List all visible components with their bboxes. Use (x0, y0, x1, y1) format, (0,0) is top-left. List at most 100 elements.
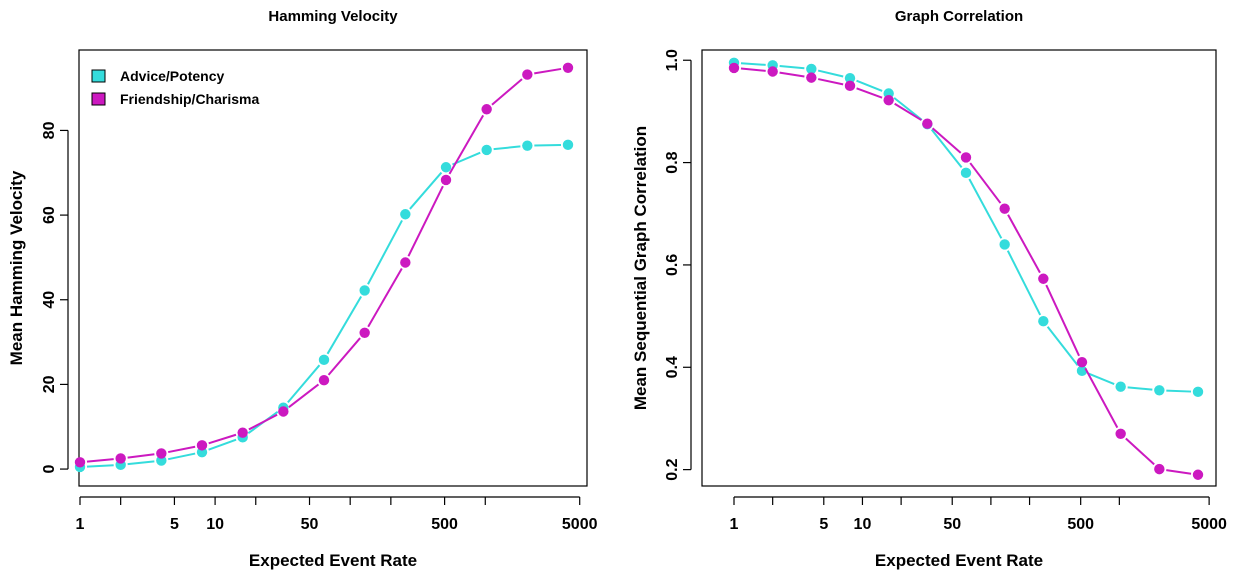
series-line-segment (930, 129, 963, 168)
series-friendship-charisma (728, 62, 1204, 480)
series-line-segment (817, 69, 844, 78)
series-line-segment (779, 71, 805, 78)
data-point (318, 374, 330, 386)
series-line-segment (367, 219, 403, 285)
data-point (481, 104, 492, 115)
data-point (196, 440, 208, 451)
chart-title: Hamming Velocity (268, 8, 398, 25)
data-point (237, 427, 248, 438)
x-axis: 1 5 10 50 500 5000 (76, 496, 598, 533)
series-line-segment (1045, 284, 1080, 357)
legend-label: Friendship/Charisma (120, 91, 259, 107)
data-point (1154, 463, 1165, 475)
data-point (1115, 381, 1126, 392)
data-point (318, 354, 330, 366)
chart-title: Graph Correlation (895, 8, 1023, 25)
x-tick-label: 500 (431, 516, 458, 533)
x-tick-label: 5000 (562, 516, 598, 533)
series-line-segment (208, 438, 237, 451)
series-line-segment (1125, 437, 1155, 466)
plot-frame (78, 49, 588, 487)
data-point (1076, 356, 1088, 368)
x-tick-label: 500 (1067, 516, 1094, 533)
data-point (960, 167, 972, 179)
data-point (960, 152, 972, 163)
series-line-segment (740, 62, 766, 66)
x-tick-label: 1 (730, 516, 739, 533)
series-line-segment (856, 79, 883, 92)
data-point (883, 94, 894, 106)
series-line-segment (409, 171, 443, 210)
data-point (400, 209, 411, 220)
data-point (156, 448, 167, 459)
y-tick-label: 0.2 (664, 458, 681, 480)
series-line-segment (1007, 214, 1041, 274)
series-line-segment (1166, 469, 1192, 475)
series-line-segment (1088, 372, 1115, 385)
series-line-segment (893, 97, 923, 121)
legend: Advice/Potency Friendship/Charisma (91, 68, 259, 107)
series-line-segment (968, 178, 1003, 239)
series-line-segment (1166, 389, 1192, 393)
data-point (522, 69, 533, 80)
data-point (1038, 273, 1049, 284)
data-point (844, 72, 856, 84)
y-tick-label: 0.6 (664, 254, 681, 276)
data-point (922, 118, 933, 129)
data-point (440, 174, 452, 186)
data-point (999, 203, 1010, 214)
y-axis-label: Mean Hamming Velocity (7, 170, 26, 365)
series-line-segment (894, 102, 922, 121)
series-line-segment (288, 383, 320, 409)
series-line-segment (969, 162, 1002, 204)
series-advice-potency (74, 139, 574, 473)
x-axis-label: Expected Event Rate (249, 551, 417, 570)
x-tick-label: 1 (76, 516, 85, 533)
series-line-segment (86, 458, 114, 463)
x-tick-label: 10 (854, 516, 872, 533)
series-line-segment (1046, 326, 1079, 366)
series-line-segment (1006, 250, 1042, 316)
series-line-segment (327, 337, 361, 376)
data-point (481, 144, 492, 156)
series-line-segment (534, 67, 562, 75)
series-friendship-charisma (74, 62, 574, 468)
series-line-segment (127, 453, 155, 459)
series-line-segment (127, 460, 155, 466)
x-tick-label: 50 (301, 516, 319, 533)
data-point (359, 327, 370, 338)
y-axis: 0 20 40 60 80 (41, 121, 69, 474)
series-line-segment (817, 78, 844, 86)
x-tick-label: 5 (170, 516, 179, 533)
data-point (115, 453, 126, 464)
series-line-segment (86, 464, 114, 468)
x-tick-label: 50 (943, 516, 961, 533)
data-point (74, 457, 86, 468)
legend-swatch (91, 92, 106, 106)
data-point (1038, 316, 1049, 327)
data-point (1076, 365, 1088, 377)
series-line-segment (248, 413, 278, 431)
data-point (156, 455, 167, 466)
data-point (806, 63, 817, 75)
plot-frame (701, 49, 1217, 487)
data-point (522, 140, 533, 151)
chart-panel-2: Graph Correlation Expected Event Rate Mean… (631, 8, 1227, 570)
series-line-segment (407, 185, 444, 257)
y-tick-label: 60 (41, 206, 58, 224)
y-axis: 0.2 0.4 0.6 0.8 1.0 (664, 49, 692, 481)
x-axis-label: Expected Event Rate (875, 551, 1043, 570)
data-point (440, 162, 452, 173)
data-point (562, 139, 574, 151)
y-tick-label: 0 (41, 465, 58, 474)
data-point (1154, 385, 1165, 396)
data-point (844, 80, 856, 92)
series-line-segment (779, 65, 805, 70)
series-advice-potency (728, 57, 1204, 398)
series-line-segment (326, 295, 362, 355)
data-point (359, 285, 370, 296)
data-point (1115, 428, 1126, 440)
y-tick-label: 40 (41, 291, 58, 309)
series-line-segment (167, 452, 196, 461)
series-line-segment (287, 364, 321, 404)
